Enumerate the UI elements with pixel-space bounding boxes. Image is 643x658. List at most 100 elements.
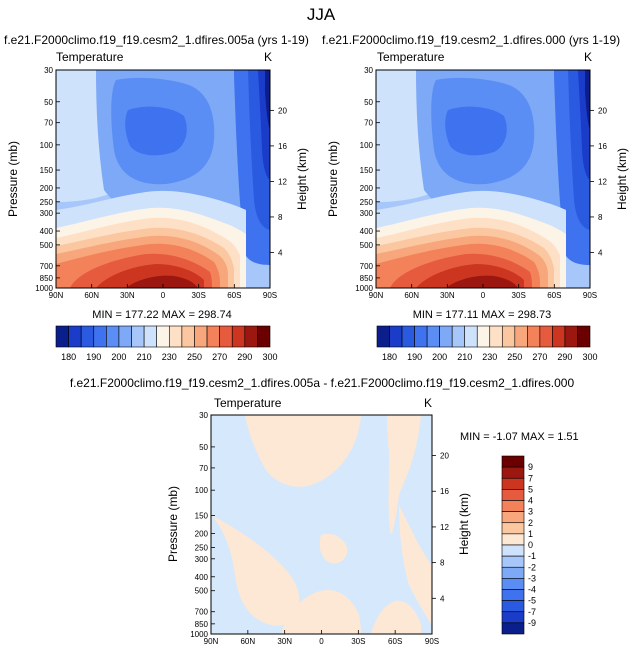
- panel-3-y2-ticks: 20 16 12 8 4: [432, 452, 449, 603]
- y2-tick-label: 16: [440, 487, 449, 496]
- panel-3-title: f.e21.F2000climo.f19_f19.cesm2_1.dfires.…: [70, 376, 575, 390]
- colorbar-box: [501, 489, 525, 501]
- x-tick-label: 60S: [388, 637, 402, 646]
- y2-tick-label: 8: [598, 213, 603, 222]
- y-tick-label: 200: [360, 184, 374, 193]
- colorbar-box: [389, 325, 403, 348]
- colorbar-box: [257, 325, 271, 348]
- colorbar-label: 9: [528, 462, 533, 472]
- y2-tick-label: 12: [278, 177, 287, 186]
- x-tick-label: 60S: [547, 291, 561, 300]
- y-tick-label: 700: [360, 262, 374, 271]
- colorbar-box: [501, 533, 525, 546]
- y-tick-label: 200: [40, 184, 54, 193]
- colorbar-box: [231, 325, 246, 348]
- x-tick-label: 0: [481, 291, 486, 300]
- colorbar-label: 5: [528, 484, 533, 494]
- colorbar-label: -9: [528, 618, 536, 628]
- contour-band: [371, 600, 421, 634]
- x-tick-label: 30N: [120, 291, 135, 300]
- colorbar-label: 200: [111, 352, 126, 362]
- colorbar-box: [514, 325, 528, 348]
- colorbar-box: [501, 622, 525, 635]
- colorbar-label: 290: [237, 352, 252, 362]
- panel-2-title: f.e21.F2000climo.f19_f19.cesm2_1.dfires.…: [322, 33, 620, 47]
- colorbar-box: [501, 555, 525, 568]
- x-tick-label: 60N: [84, 291, 99, 300]
- colorbar-box: [181, 325, 195, 348]
- panel-3-contour-fill: [211, 415, 432, 634]
- x-tick-label: 60N: [404, 291, 419, 300]
- panel-3-units-label: K: [424, 396, 432, 410]
- colorbar-box: [439, 325, 453, 348]
- y-tick-label: 300: [40, 209, 54, 218]
- y-tick-label: 850: [40, 274, 54, 283]
- y-tick-label: 400: [195, 573, 209, 582]
- y2-tick-label: 8: [440, 559, 445, 568]
- colorbar-box: [501, 566, 525, 579]
- x-tick-label: 60S: [227, 291, 241, 300]
- y2-tick-label: 8: [278, 213, 283, 222]
- colorbar-box: [156, 325, 170, 348]
- colorbar-box: [219, 325, 233, 348]
- figure-title: JJA: [307, 5, 336, 24]
- colorbar-box: [93, 325, 107, 348]
- x-tick-label: 30S: [192, 291, 206, 300]
- x-tick-label: 30S: [351, 637, 365, 646]
- colorbar-box: [401, 325, 415, 348]
- contour-band: [126, 275, 198, 288]
- y-tick-label: 30: [44, 66, 53, 75]
- colorbar-label: 1: [528, 529, 533, 539]
- colorbar-label: 0: [528, 540, 533, 550]
- colorbar-box: [376, 325, 390, 348]
- y-tick-label: 50: [44, 98, 53, 107]
- y-tick-label: 500: [195, 587, 209, 596]
- colorbar-box: [501, 466, 525, 479]
- panel-3-y-axis-label: Pressure (mb): [166, 486, 180, 562]
- y2-tick-label: 4: [440, 594, 445, 603]
- colorbar-label: -3: [528, 573, 536, 583]
- y-tick-label: 200: [195, 529, 209, 538]
- y-tick-label: 100: [40, 141, 54, 150]
- colorbar-box: [552, 325, 566, 348]
- colorbar-box: [55, 325, 69, 348]
- y-tick-label: 70: [199, 464, 208, 473]
- contour-band: [281, 590, 361, 634]
- y2-tick-label: 20: [278, 106, 287, 115]
- colorbar-label: 4: [528, 496, 533, 506]
- y-tick-label: 250: [360, 198, 374, 207]
- colorbar-box: [451, 325, 466, 348]
- colorbar-label: 180: [382, 352, 397, 362]
- x-tick-label: 90N: [369, 291, 384, 300]
- y-tick-label: 30: [199, 411, 208, 420]
- colorbar-box: [414, 325, 428, 348]
- colorbar-box: [244, 325, 258, 348]
- colorbar-box: [501, 477, 525, 490]
- x-tick-label: 90S: [263, 291, 277, 300]
- colorbar-box: [168, 325, 183, 348]
- colorbar-label: 270: [212, 352, 227, 362]
- colorbar-box: [539, 325, 553, 348]
- colorbar-box: [564, 325, 578, 348]
- panel-1-field-label: Temperature: [56, 50, 124, 64]
- y-tick-label: 1000: [35, 284, 53, 293]
- colorbar-box: [501, 589, 525, 601]
- panel-3-plot-area: [210, 414, 433, 635]
- contour-band: [445, 106, 507, 156]
- y-tick-label: 700: [40, 262, 54, 271]
- y-tick-label: 50: [199, 443, 208, 452]
- x-tick-label: 30N: [440, 291, 455, 300]
- y2-tick-label: 20: [440, 452, 449, 461]
- y2-tick-label: 16: [598, 142, 607, 151]
- panel-1-contour-fill: [56, 70, 270, 288]
- x-tick-label: 90N: [49, 291, 64, 300]
- colorbar-label: -2: [528, 562, 536, 572]
- panel-1: f.e21.F2000climo.f19_f19.cesm2_1.dfires.…: [4, 33, 309, 362]
- colorbar-box: [501, 511, 525, 524]
- colorbar-box: [501, 600, 525, 613]
- colorbar-label: 250: [507, 352, 522, 362]
- x-tick-label: 90S: [425, 637, 439, 646]
- panel-3-stats: MIN = -1.07 MAX = 1.51: [460, 431, 579, 443]
